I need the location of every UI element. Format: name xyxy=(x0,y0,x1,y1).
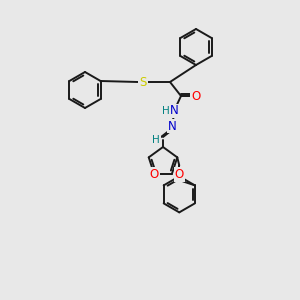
Text: O: O xyxy=(191,89,201,103)
Text: H: H xyxy=(152,135,160,145)
Text: S: S xyxy=(139,76,147,88)
Text: N: N xyxy=(168,119,176,133)
Text: O: O xyxy=(150,168,159,181)
Text: O: O xyxy=(175,168,184,181)
Text: N: N xyxy=(169,104,178,118)
Text: H: H xyxy=(162,106,170,116)
